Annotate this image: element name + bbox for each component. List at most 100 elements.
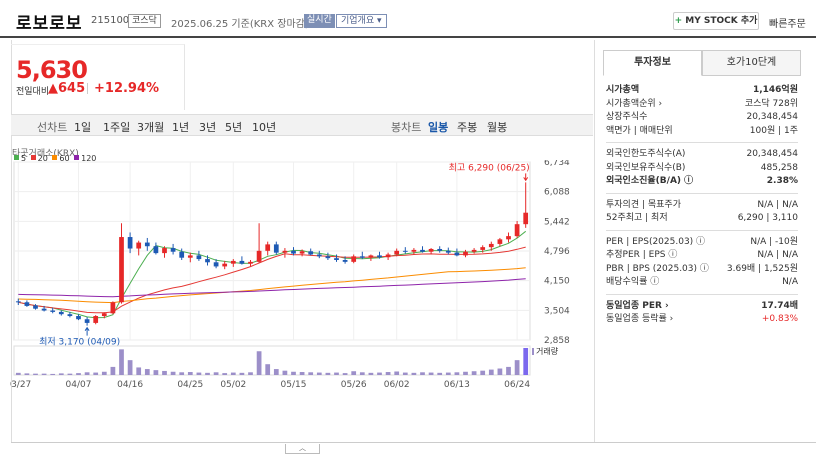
info-key[interactable]: 동일업종 PER › bbox=[606, 300, 669, 311]
info-key[interactable]: 동일업종 등락률 › bbox=[606, 314, 674, 324]
info-tabs: 투자정보 호가10단계 bbox=[603, 50, 801, 76]
info-value: 100원 | 1주 bbox=[749, 125, 798, 136]
candle-weekly[interactable]: 주봉 bbox=[457, 121, 478, 134]
add-mystock-label: MY STOCK 추가 bbox=[685, 16, 758, 26]
tab-order-book[interactable]: 호가10단계 bbox=[702, 50, 801, 76]
section-divider bbox=[606, 142, 798, 143]
candle-body bbox=[480, 247, 486, 250]
candle-body bbox=[514, 224, 520, 237]
info-key[interactable]: 시가총액순위 › bbox=[606, 98, 663, 109]
ma5-line bbox=[18, 230, 527, 319]
candle-monthly[interactable]: 월봉 bbox=[487, 121, 508, 134]
candle-body bbox=[76, 316, 81, 320]
candle-daily[interactable]: 일봉 bbox=[428, 121, 449, 134]
volume-bar bbox=[67, 373, 73, 375]
add-mystock-button[interactable]: + MY STOCK 추가 bbox=[673, 12, 759, 30]
high-note: 최고 6,290 (06/25) bbox=[449, 162, 530, 173]
candle-body bbox=[368, 255, 374, 258]
market-badge: 코스닥 bbox=[128, 14, 161, 28]
left-border bbox=[11, 40, 12, 442]
chart-toolbar: 선차트 1일 1주일 3개월 1년 3년 5년 10년 봉차트 일봉 주봉 월봉 bbox=[11, 114, 593, 136]
info-key[interactable]: PBR | BPS (2025.03) ⓘ bbox=[606, 263, 709, 274]
realtime-badge[interactable]: 실시간 bbox=[304, 14, 335, 28]
candle-body bbox=[463, 251, 468, 256]
info-key: 외국인한도주식수(A) bbox=[606, 149, 686, 159]
period-1d[interactable]: 1일 bbox=[74, 121, 92, 134]
candle-body bbox=[222, 263, 228, 267]
volume-bar bbox=[41, 373, 47, 375]
info-row: 시가총액순위 › 코스닥 728위 bbox=[606, 98, 798, 112]
candle-body bbox=[316, 254, 322, 257]
volume-legend-swatch bbox=[532, 348, 534, 355]
candle-body bbox=[58, 311, 64, 315]
candle-body bbox=[127, 237, 133, 249]
volume-bar bbox=[359, 372, 365, 375]
expand-chart-button[interactable]: ︿ bbox=[285, 444, 320, 454]
volume-bar bbox=[144, 369, 150, 375]
volume-bar bbox=[471, 371, 477, 375]
price-change-percent: +12.94% bbox=[94, 81, 160, 96]
volume-bar bbox=[33, 373, 38, 375]
period-3m[interactable]: 3개월 bbox=[137, 121, 165, 134]
quick-order-button[interactable]: 빠른주문 bbox=[769, 19, 806, 30]
price-change: ▲645 bbox=[48, 81, 86, 96]
candle-body bbox=[205, 259, 210, 263]
info-row: 추정PER | EPS ⓘ N/A | N/A bbox=[606, 249, 798, 263]
volume-bar bbox=[480, 370, 486, 375]
volume-bar bbox=[377, 372, 382, 375]
candle-body bbox=[385, 254, 391, 258]
period-5y[interactable]: 5년 bbox=[225, 121, 243, 134]
info-value: N/A | N/A bbox=[757, 250, 798, 260]
volume-bar bbox=[187, 372, 193, 375]
company-overview-button[interactable]: 기업개요 ▾ bbox=[336, 14, 387, 28]
tab-invest-info[interactable]: 투자정보 bbox=[603, 50, 702, 76]
volume-bar bbox=[291, 371, 296, 375]
info-row: 액면가 | 매매단위 100원 | 1주 bbox=[606, 125, 798, 139]
candle-body bbox=[488, 243, 494, 248]
info-value: 2.38% bbox=[766, 176, 798, 186]
volume-bar bbox=[368, 372, 374, 375]
price-chart[interactable]: 6,734 6,088 5,442 4,796 4,150 3,504 2,858 03/27… bbox=[10, 160, 595, 420]
prev-day-label: 전일대비 bbox=[16, 87, 50, 97]
candle-body bbox=[420, 249, 425, 252]
volume-bar bbox=[162, 370, 167, 375]
candle-body bbox=[24, 302, 30, 306]
period-1w[interactable]: 1주일 bbox=[103, 121, 131, 134]
candle-body bbox=[144, 242, 150, 247]
info-row: 배당수익률 ⓘ N/A bbox=[606, 276, 798, 290]
stock-name: 로보로보 bbox=[16, 14, 83, 34]
volume-bar bbox=[420, 372, 425, 375]
info-key[interactable]: PER | EPS(2025.03) ⓘ bbox=[606, 236, 706, 247]
volume-bar bbox=[351, 371, 357, 375]
volume-bar bbox=[213, 372, 219, 375]
ma20-line bbox=[18, 246, 526, 314]
bottom-border bbox=[11, 442, 816, 443]
ma5-label: 5 bbox=[21, 154, 27, 163]
info-key[interactable]: 외국인소진율(B/A) ⓘ bbox=[606, 176, 694, 186]
volume-bar bbox=[50, 373, 56, 375]
info-row: 시가총액 1,146억원 bbox=[606, 84, 798, 98]
ma20-swatch bbox=[30, 155, 36, 160]
volume-bar bbox=[454, 372, 460, 375]
period-3y[interactable]: 3년 bbox=[199, 121, 217, 134]
period-1y[interactable]: 1년 bbox=[172, 121, 190, 134]
info-row: PBR | BPS (2025.03) ⓘ 3.69배 | 1,525원 bbox=[606, 263, 798, 277]
info-row: 투자의견 | 목표주가 N/A | N/A bbox=[606, 199, 798, 213]
info-row: 상장주식수 20,348,454 bbox=[606, 111, 798, 125]
info-key[interactable]: 배당수익률 ⓘ bbox=[606, 277, 660, 287]
volume-bar bbox=[110, 366, 116, 375]
candle-body bbox=[265, 244, 271, 251]
y-tick-label: 5,442 bbox=[544, 217, 570, 227]
candle-body bbox=[359, 256, 365, 258]
info-row: 외국인보유주식수(B) 485,258 bbox=[606, 162, 798, 176]
volume-bar bbox=[265, 364, 271, 375]
candle-body bbox=[256, 250, 262, 262]
info-key: 시가총액 bbox=[606, 85, 640, 95]
candle-body bbox=[248, 261, 253, 264]
y-tick-label: 3,504 bbox=[544, 306, 570, 316]
candle-body bbox=[291, 250, 296, 254]
info-key[interactable]: 추정PER | EPS ⓘ bbox=[606, 250, 678, 260]
section-divider bbox=[606, 192, 798, 194]
period-10y[interactable]: 10년 bbox=[252, 121, 277, 134]
price-panel bbox=[11, 44, 185, 110]
